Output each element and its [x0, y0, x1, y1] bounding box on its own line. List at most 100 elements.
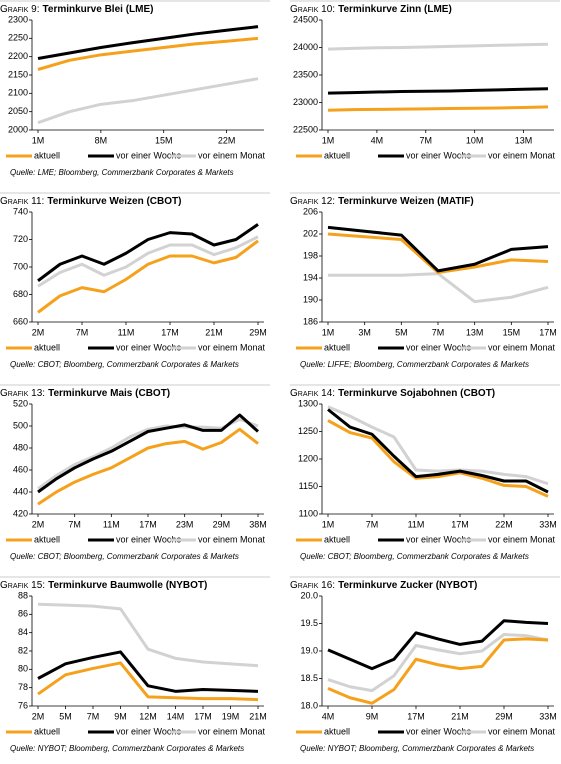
- source-note: Quelle: NYBOT; Bloomberg, Commerzbank Co…: [300, 744, 534, 753]
- y-tick-label: 23000: [293, 97, 318, 107]
- legend-label: vor einer Woche: [116, 534, 181, 544]
- x-tick-label: 1M: [322, 135, 335, 145]
- x-tick-label: 17M: [407, 711, 425, 721]
- x-tick-label: 22M: [218, 135, 236, 145]
- x-tick-label: 9M: [114, 711, 127, 721]
- legend-label: vor einem Monat: [198, 534, 266, 544]
- x-tick-label: 9M: [366, 711, 379, 721]
- x-tick-label: 33M: [539, 519, 557, 529]
- x-tick-label: 33M: [539, 711, 557, 721]
- series-line: [327, 42, 549, 51]
- x-tick-label: 10M: [466, 135, 484, 145]
- legend-label: vor einer Woche: [116, 726, 181, 736]
- y-tick-label: 194: [303, 272, 318, 282]
- x-tick-label: 17M: [194, 711, 212, 721]
- x-tick-label: 21M: [249, 711, 267, 721]
- y-tick-label: 202: [303, 228, 318, 238]
- x-tick-label: 12M: [139, 711, 157, 721]
- legend-label: vor einem Monat: [488, 534, 556, 544]
- x-tick-label: 21M: [205, 327, 223, 337]
- y-tick-label: 460: [13, 464, 28, 474]
- y-tick-label: 420: [13, 508, 28, 518]
- y-tick-label: 2100: [8, 88, 28, 98]
- y-tick-label: 660: [13, 316, 28, 326]
- x-tick-label: 3M: [358, 327, 371, 337]
- chart-title: Grafik 15: Terminkurve Baumwolle (NYBOT): [0, 580, 207, 591]
- y-tick-label: 24500: [293, 14, 318, 24]
- y-tick-label: 1100: [299, 508, 318, 518]
- y-tick-label: 440: [13, 486, 28, 496]
- y-tick-label: 700: [13, 261, 28, 271]
- y-tick-label: 2300: [8, 14, 28, 24]
- y-tick-label: 88: [18, 590, 28, 600]
- x-tick-label: 5M: [59, 711, 72, 721]
- x-tick-label: 23M: [176, 519, 194, 529]
- y-tick-label: 186: [303, 316, 318, 326]
- series-line: [327, 105, 549, 112]
- x-tick-label: 19M: [222, 711, 240, 721]
- series-line: [37, 36, 259, 71]
- x-tick-label: 7M: [432, 327, 445, 337]
- legend-label: vor einer Woche: [406, 150, 471, 160]
- legend-label: aktuell: [34, 150, 60, 160]
- y-tick-label: 480: [13, 442, 28, 452]
- x-tick-label: 13M: [466, 327, 484, 337]
- x-tick-label: 5M: [395, 327, 408, 337]
- series-line: [328, 272, 549, 304]
- series-line: [37, 77, 259, 125]
- y-tick-label: 500: [13, 420, 28, 430]
- legend-label: aktuell: [324, 726, 350, 736]
- legend-label: vor einer Woche: [116, 342, 181, 352]
- series-line: [327, 87, 549, 95]
- y-tick-label: 19.5: [300, 618, 318, 628]
- y-tick-label: 1150: [299, 481, 318, 491]
- x-tick-label: 29M: [495, 711, 513, 721]
- x-tick-label: 7M: [420, 135, 433, 145]
- chart-title-text: Terminkurve Zinn (LME): [338, 4, 452, 15]
- y-tick-label: 18.5: [300, 673, 318, 683]
- series-line: [327, 408, 549, 494]
- series-line: [37, 661, 259, 702]
- y-tick-label: 190: [303, 294, 318, 304]
- series-line: [37, 417, 259, 490]
- x-tick-label: 1M: [322, 327, 335, 337]
- chart-title: Grafik 14: Terminkurve Sojabohnen (CBOT): [290, 388, 495, 399]
- y-tick-label: 84: [18, 627, 28, 637]
- y-tick-label: 206: [303, 206, 318, 216]
- y-tick-label: 18.0: [300, 700, 318, 710]
- legend-label: aktuell: [34, 342, 60, 352]
- y-tick-label: 680: [13, 289, 28, 299]
- legend-label: vor einem Monat: [198, 726, 266, 736]
- y-tick-label: 78: [18, 682, 28, 692]
- series-line: [37, 223, 259, 282]
- x-tick-label: 21M: [451, 711, 469, 721]
- x-tick-label: 4M: [371, 135, 384, 145]
- series-line: [37, 650, 259, 693]
- legend-label: vor einem Monat: [488, 150, 556, 160]
- chart-title-text: Terminkurve Zucker (NYBOT): [338, 580, 477, 591]
- x-tick-label: 2M: [32, 711, 45, 721]
- x-tick-label: 7M: [68, 519, 81, 529]
- x-tick-label: 11M: [118, 327, 135, 337]
- y-tick-label: 2000: [8, 124, 28, 134]
- chart-label: Grafik 9:: [0, 4, 40, 15]
- y-tick-label: 2150: [8, 69, 28, 79]
- y-tick-label: 740: [13, 206, 28, 216]
- x-tick-label: 7M: [87, 711, 100, 721]
- y-tick-label: 198: [303, 250, 318, 260]
- y-tick-label: 76: [18, 700, 28, 710]
- legend-label: vor einer Woche: [406, 534, 471, 544]
- series-line: [327, 405, 549, 486]
- y-tick-label: 2050: [8, 106, 28, 116]
- y-tick-label: 80: [18, 664, 28, 674]
- x-tick-label: 17M: [139, 519, 157, 529]
- chart-title: Grafik 9: Terminkurve Blei (LME): [0, 4, 153, 15]
- x-tick-label: 8M: [95, 135, 108, 145]
- series-line: [327, 232, 549, 274]
- x-tick-label: 1M: [322, 519, 335, 529]
- x-tick-label: 1M: [32, 135, 45, 145]
- chart-title: Grafik 16: Terminkurve Zucker (NYBOT): [290, 580, 477, 591]
- x-tick-label: 29M: [213, 519, 231, 529]
- x-tick-label: 15M: [155, 135, 173, 145]
- legend-label: aktuell: [324, 150, 350, 160]
